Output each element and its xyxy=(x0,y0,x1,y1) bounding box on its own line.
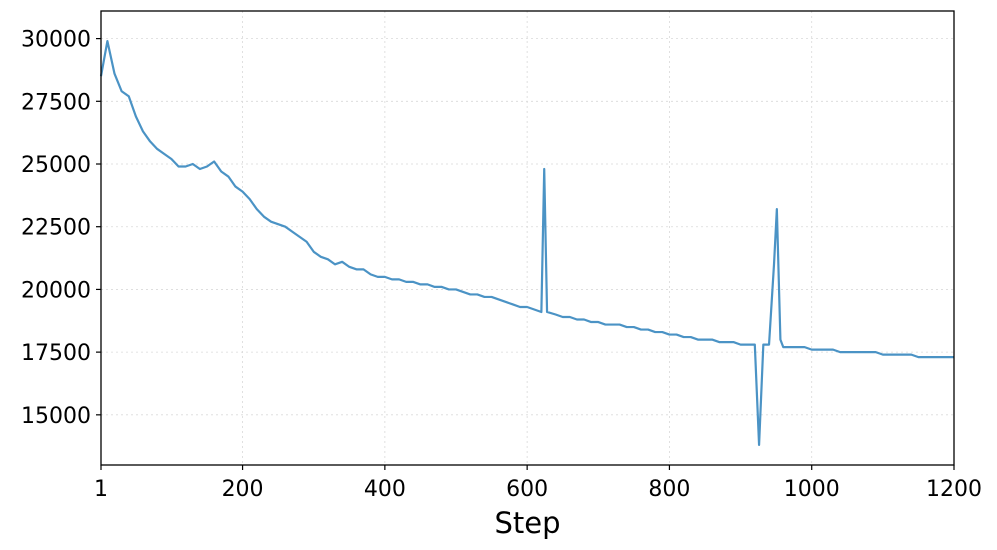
y-tick-label: 30000 xyxy=(21,28,91,53)
series-line xyxy=(99,40,954,447)
x-tick-label: 200 xyxy=(222,477,264,502)
grid xyxy=(100,11,955,465)
y-tick-label: 15000 xyxy=(21,404,91,429)
y-tick-label: 20000 xyxy=(21,278,91,303)
y-tick-label: 17500 xyxy=(21,341,91,366)
x-axis-title: Step xyxy=(494,506,560,540)
series-layer xyxy=(99,40,954,447)
y-tick-label: 22500 xyxy=(21,216,91,241)
x-tick-label: 1200 xyxy=(926,477,982,502)
x-tick-label: 1 xyxy=(94,477,108,502)
y-tick-label: 25000 xyxy=(21,153,91,178)
tick-labels: 1 200 400 600 800 1000 12001500017500200002250… xyxy=(21,28,982,502)
ticks xyxy=(96,37,955,470)
x-tick-label: 800 xyxy=(648,477,690,502)
y-tick-label: 27500 xyxy=(21,90,91,115)
x-tick-label: 400 xyxy=(364,477,406,502)
x-tick-label: 600 xyxy=(506,477,548,502)
x-tick-label: 1000 xyxy=(784,477,840,502)
